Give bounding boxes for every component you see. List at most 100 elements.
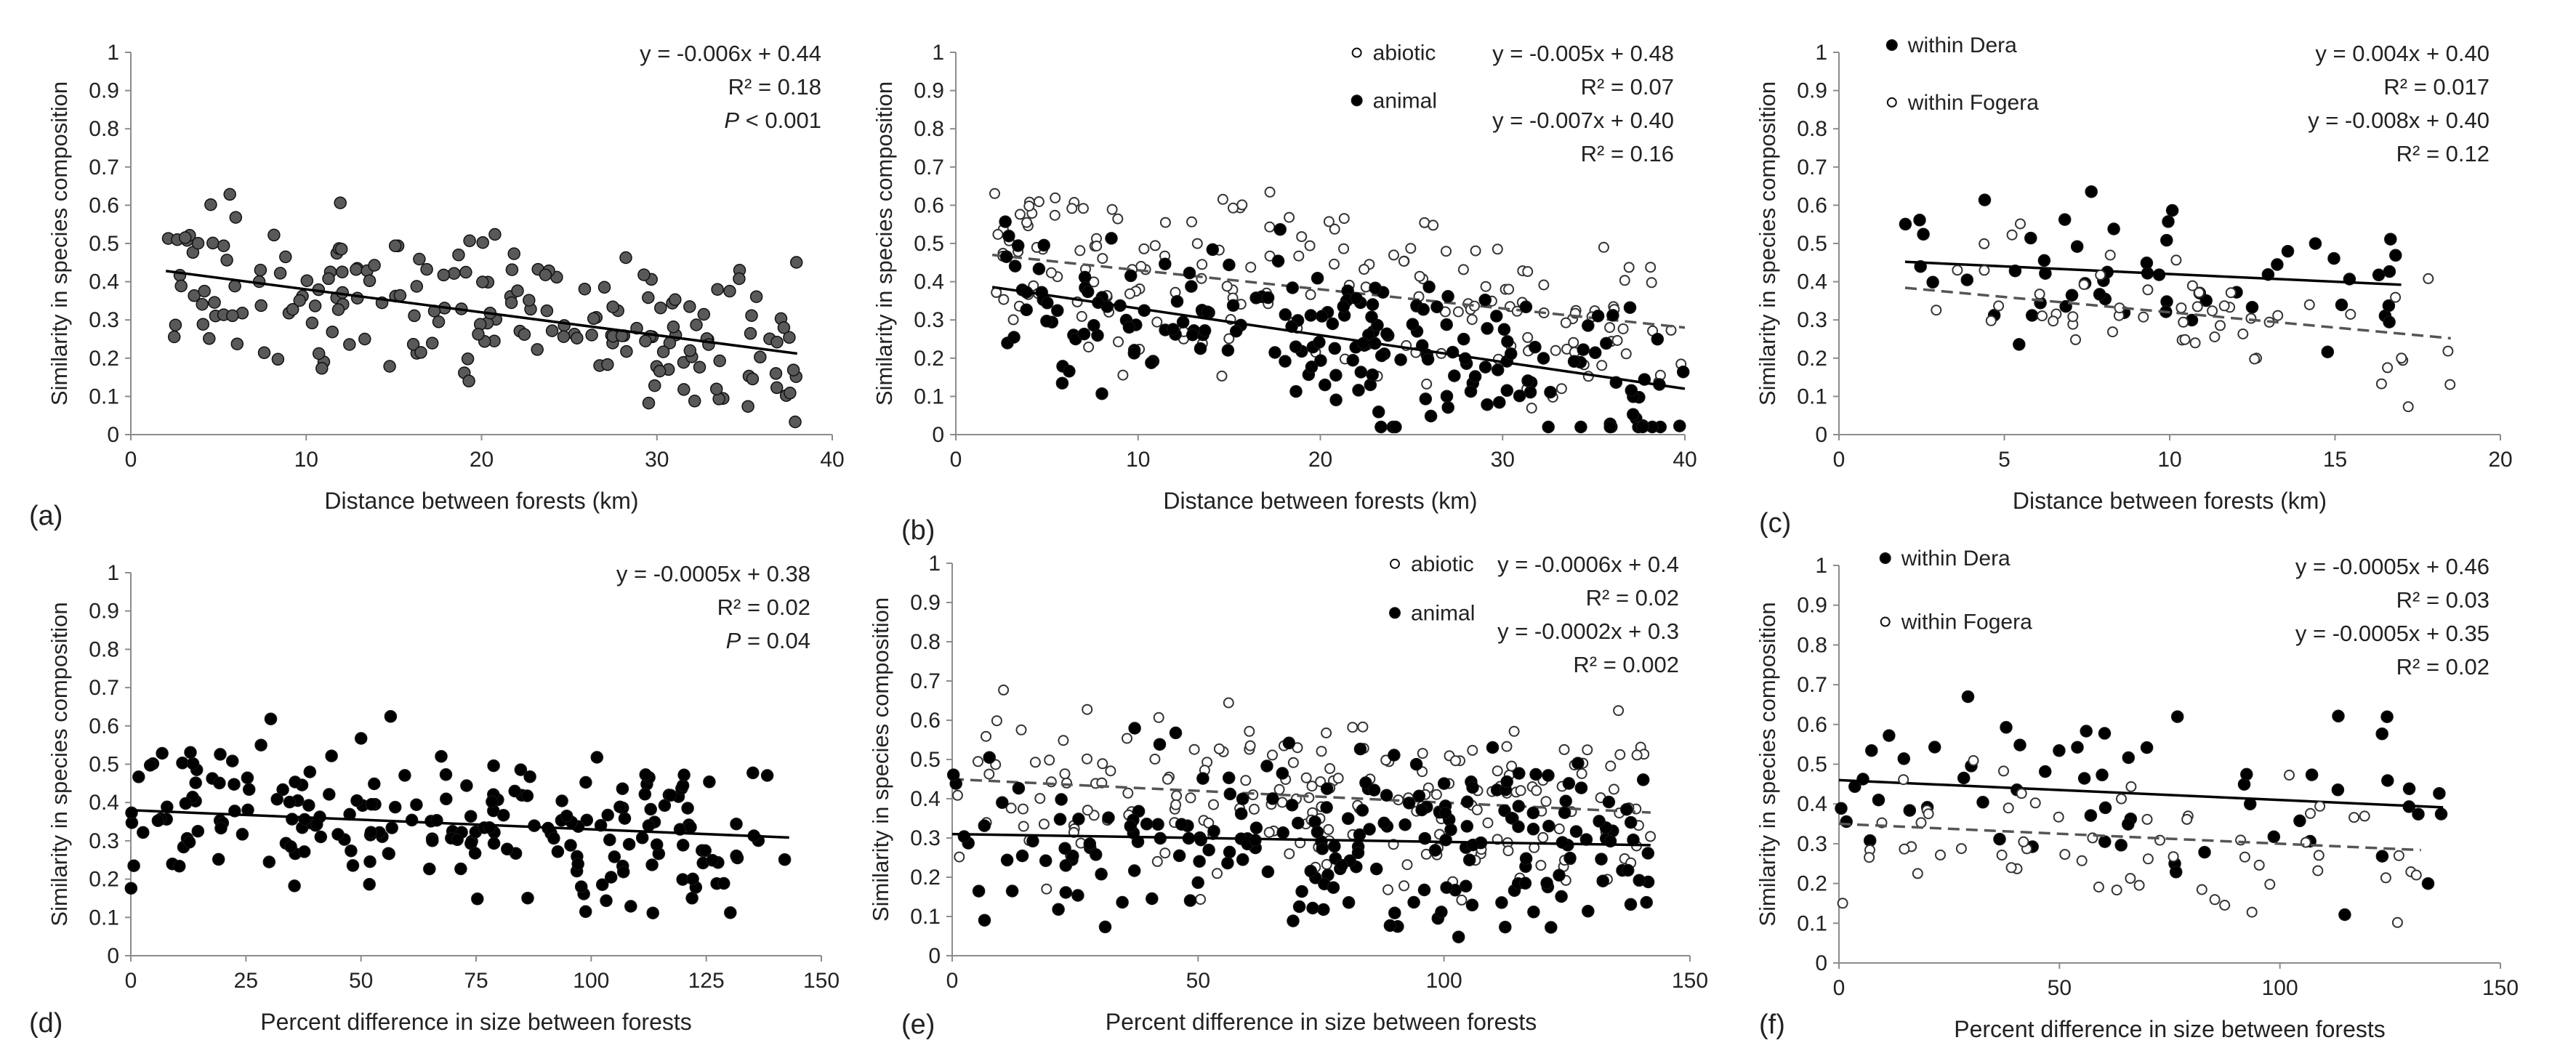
data-point-all-pairs [312,347,326,360]
equation-annotation: y = -0.0005x + 0.35 [2295,621,2490,646]
equation-annotation: R² = 0.07 [1581,74,1674,100]
data-point-abiotic [1456,894,1468,906]
data-point-all-pairs [676,839,690,852]
data-point-within-fogera [2442,345,2454,357]
data-point-all-pairs [228,778,241,791]
data-point-abiotic [1015,724,1027,735]
data-point-all-pairs [730,849,743,863]
data-point-animal [1191,876,1204,890]
data-point-within-fogera [2059,849,2071,861]
data-point-animal [1311,272,1324,285]
data-point-within-fogera [1923,808,1934,820]
data-point-animal [1098,920,1112,934]
data-point-animal [1440,390,1454,403]
data-point-all-pairs [518,328,531,341]
data-point-all-pairs [711,283,724,296]
data-point-abiotic [1097,758,1108,770]
data-point-within-fogera [2191,301,2203,313]
data-point-all-pairs [539,268,552,281]
data-point-animal [1529,340,1542,354]
data-point-all-pairs [642,819,656,832]
data-point-animal [1501,335,1514,348]
equation-annotation: R² = 0.03 [2396,587,2490,613]
data-point-animal [1621,863,1635,877]
data-point-within-dera [2198,845,2211,859]
y-tick-label: 0 [928,944,941,968]
data-point-within-dera [2412,807,2425,821]
data-point-abiotic [1300,772,1312,783]
data-point-animal [1524,385,1537,399]
data-point-abiotic [1151,316,1163,328]
data-point-animal [1124,819,1138,833]
data-point-abiotic [1186,216,1197,227]
equation-annotation: y = -0.006x + 0.44 [640,41,821,66]
data-point-abiotic [1045,776,1057,788]
data-point-animal [1198,324,1212,337]
data-point-animal [1603,420,1617,434]
data-point-animal [1276,767,1289,780]
data-point-animal [1673,419,1686,432]
data-point-animal [1518,876,1532,890]
data-point-all-pairs [683,300,696,313]
x-tick-label: 75 [464,969,488,993]
data-point-all-pairs [220,254,233,267]
equation-annotation: y = -0.0005x + 0.38 [616,561,810,587]
data-point-all-pairs [132,770,145,783]
x-tick-label: 20 [1308,448,1332,472]
data-point-within-dera [2038,765,2052,778]
data-point-all-pairs [184,746,197,759]
data-point-abiotic [1526,403,1537,414]
data-point-abiotic [1357,721,1369,733]
data-point-animal [1260,759,1273,773]
equation-annotation: R² = 0.18 [728,74,821,100]
data-point-animal [1128,722,1141,735]
data-point-animal [1415,803,1428,817]
trend-line-all-pairs [166,270,797,355]
data-point-animal [978,819,991,832]
data-point-animal [1279,308,1292,321]
data-point-animal [1406,318,1420,331]
data-point-animal [1059,859,1073,872]
data-point-abiotic [1038,818,1050,830]
legend-label: animal [1411,601,1475,625]
data-point-abiotic [1598,241,1609,253]
x-tick-label: 0 [946,969,959,993]
data-point-animal [1055,376,1069,390]
equation-annotation: R² = 0.16 [1581,141,1674,166]
y-tick-label: 0 [107,944,119,968]
data-point-abiotic [1082,805,1093,816]
data-point-abiotic [1329,258,1340,270]
data-point-within-fogera [2391,916,2403,928]
data-point-within-fogera [2313,850,2325,861]
data-point-animal [1421,352,1435,366]
panel-label: (a) [29,501,63,531]
data-point-within-fogera [2029,797,2041,809]
data-point-abiotic [1480,281,1492,292]
y-tick-label: 0.8 [89,637,119,661]
data-point-within-dera [1993,832,2006,846]
legend-marker [1886,97,1897,108]
data-point-within-fogera [1837,898,1848,909]
data-point-animal [1289,340,1303,353]
data-point-within-dera [2085,185,2098,198]
data-point-within-dera [2332,709,2345,723]
data-point-animal [1335,858,1348,872]
data-point-abiotic [1614,749,1626,760]
data-point-animal [1081,285,1095,299]
data-point-animal [1063,365,1076,378]
data-point-animal [1519,852,1533,866]
data-point-all-pairs [523,294,536,307]
data-point-animal [1341,812,1355,826]
data-point-all-pairs [514,763,528,776]
y-tick-label: 0 [107,423,119,447]
data-point-all-pairs [346,859,360,872]
data-point-abiotic [1452,306,1464,318]
data-point-abiotic [1049,209,1060,221]
data-point-all-pairs [384,710,398,723]
y-tick-label: 0.4 [1797,792,1827,816]
data-point-animal [1087,318,1100,332]
data-point-abiotic [1091,241,1103,251]
data-point-all-pairs [650,838,664,851]
data-point-within-dera [2327,251,2340,265]
data-point-all-pairs [173,860,186,873]
